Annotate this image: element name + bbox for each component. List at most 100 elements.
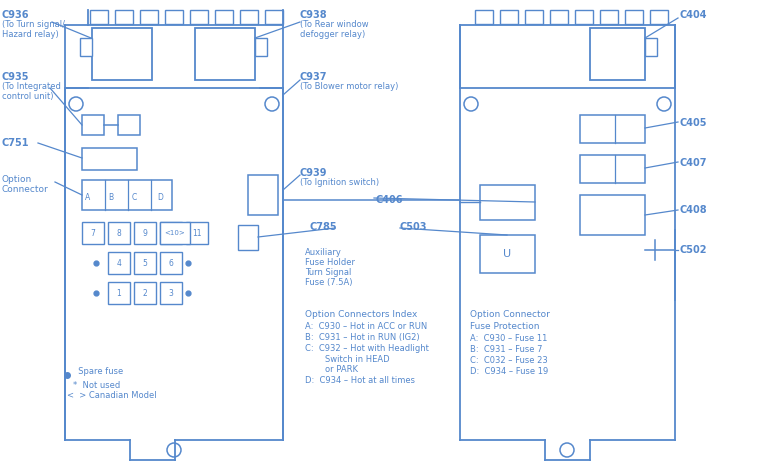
- Text: 9: 9: [143, 228, 147, 237]
- Bar: [140, 10, 158, 24]
- Bar: [195, 28, 255, 80]
- Text: A:  C930 – Hot in ACC or RUN: A: C930 – Hot in ACC or RUN: [305, 322, 427, 331]
- Bar: [165, 10, 183, 24]
- Text: C937: C937: [300, 72, 327, 82]
- Text: C: C: [131, 194, 137, 202]
- Bar: [625, 10, 643, 24]
- Bar: [108, 222, 130, 244]
- Bar: [160, 222, 182, 244]
- Bar: [580, 115, 645, 143]
- Text: Fuse (7.5A): Fuse (7.5A): [305, 278, 353, 287]
- Text: A: A: [85, 194, 91, 202]
- Text: Auxiliary: Auxiliary: [305, 248, 342, 257]
- Text: C936: C936: [2, 10, 29, 20]
- Text: Option Connector: Option Connector: [470, 310, 550, 319]
- Bar: [82, 115, 104, 135]
- Bar: [500, 10, 518, 24]
- Bar: [82, 180, 172, 210]
- Text: 4: 4: [117, 259, 121, 268]
- Text: B:  C931 – Fuse 7: B: C931 – Fuse 7: [470, 345, 542, 354]
- Bar: [190, 10, 208, 24]
- Text: <  > Canadian Model: < > Canadian Model: [67, 390, 157, 399]
- Bar: [580, 195, 645, 235]
- Text: B:  C931 – Hot in RUN (IG2): B: C931 – Hot in RUN (IG2): [305, 333, 419, 342]
- Text: Hazard relay): Hazard relay): [2, 30, 58, 39]
- Bar: [550, 10, 568, 24]
- Text: Connector: Connector: [2, 185, 48, 194]
- Bar: [134, 282, 156, 304]
- Text: B: B: [108, 194, 114, 202]
- Bar: [255, 38, 267, 56]
- Text: *  Not used: * Not used: [73, 380, 121, 389]
- Bar: [80, 38, 92, 56]
- Bar: [645, 38, 657, 56]
- Bar: [160, 252, 182, 274]
- Text: 5: 5: [143, 259, 147, 268]
- Bar: [248, 175, 278, 215]
- Text: U: U: [503, 249, 511, 259]
- Text: C406: C406: [375, 195, 402, 205]
- Text: C785: C785: [310, 222, 338, 232]
- Text: or PARK: or PARK: [325, 365, 358, 374]
- Bar: [92, 28, 152, 80]
- Text: (To Integrated: (To Integrated: [2, 82, 61, 91]
- Text: 7: 7: [91, 228, 95, 237]
- Text: C502: C502: [680, 245, 707, 255]
- Bar: [108, 252, 130, 274]
- Text: C751: C751: [2, 138, 29, 148]
- Bar: [134, 252, 156, 274]
- Text: 1: 1: [117, 288, 121, 297]
- Text: 11: 11: [192, 228, 202, 237]
- Text: C404: C404: [680, 10, 707, 20]
- Bar: [215, 10, 233, 24]
- Text: (To Rear window: (To Rear window: [300, 20, 369, 29]
- Bar: [475, 10, 493, 24]
- Text: Spare fuse: Spare fuse: [73, 368, 123, 377]
- Bar: [580, 155, 645, 183]
- Text: C:  C032 – Fuse 23: C: C032 – Fuse 23: [470, 356, 548, 365]
- Text: C:  C932 – Hot with Headlight: C: C932 – Hot with Headlight: [305, 344, 429, 353]
- Bar: [115, 10, 133, 24]
- Text: C407: C407: [680, 158, 707, 168]
- Bar: [240, 10, 258, 24]
- Bar: [650, 10, 668, 24]
- Bar: [118, 115, 140, 135]
- Text: C503: C503: [400, 222, 428, 232]
- Text: C938: C938: [300, 10, 328, 20]
- Bar: [600, 10, 618, 24]
- Text: 2: 2: [143, 288, 147, 297]
- Text: (To Turn signal/: (To Turn signal/: [2, 20, 65, 29]
- Bar: [480, 235, 535, 273]
- Bar: [186, 222, 208, 244]
- Text: D:  C934 – Fuse 19: D: C934 – Fuse 19: [470, 367, 548, 376]
- Text: <10>: <10>: [164, 230, 185, 236]
- Text: Switch in HEAD: Switch in HEAD: [325, 355, 389, 364]
- Text: (To Ignition switch): (To Ignition switch): [300, 178, 379, 187]
- Bar: [575, 10, 593, 24]
- Text: Option Connectors Index: Option Connectors Index: [305, 310, 417, 319]
- Text: D: D: [157, 194, 163, 202]
- Bar: [82, 222, 104, 244]
- Text: D:  C934 – Hot at all times: D: C934 – Hot at all times: [305, 376, 415, 385]
- Bar: [265, 10, 283, 24]
- Text: (To Blower motor relay): (To Blower motor relay): [300, 82, 399, 91]
- Text: A:  C930 – Fuse 11: A: C930 – Fuse 11: [470, 334, 548, 343]
- Text: Fuse Holder: Fuse Holder: [305, 258, 355, 267]
- Bar: [90, 10, 108, 24]
- Text: Turn Signal: Turn Signal: [305, 268, 352, 277]
- Text: Option: Option: [2, 175, 32, 184]
- Text: 6: 6: [168, 259, 174, 268]
- Bar: [160, 282, 182, 304]
- Text: 8: 8: [117, 228, 121, 237]
- Text: control unit): control unit): [2, 92, 54, 101]
- Bar: [160, 222, 190, 244]
- Text: C408: C408: [680, 205, 707, 215]
- Bar: [480, 185, 535, 220]
- Text: Fuse Protection: Fuse Protection: [470, 322, 539, 331]
- Bar: [108, 282, 130, 304]
- Bar: [590, 28, 645, 80]
- Text: C405: C405: [680, 118, 707, 128]
- Text: defogger relay): defogger relay): [300, 30, 366, 39]
- Bar: [238, 225, 258, 250]
- Bar: [134, 222, 156, 244]
